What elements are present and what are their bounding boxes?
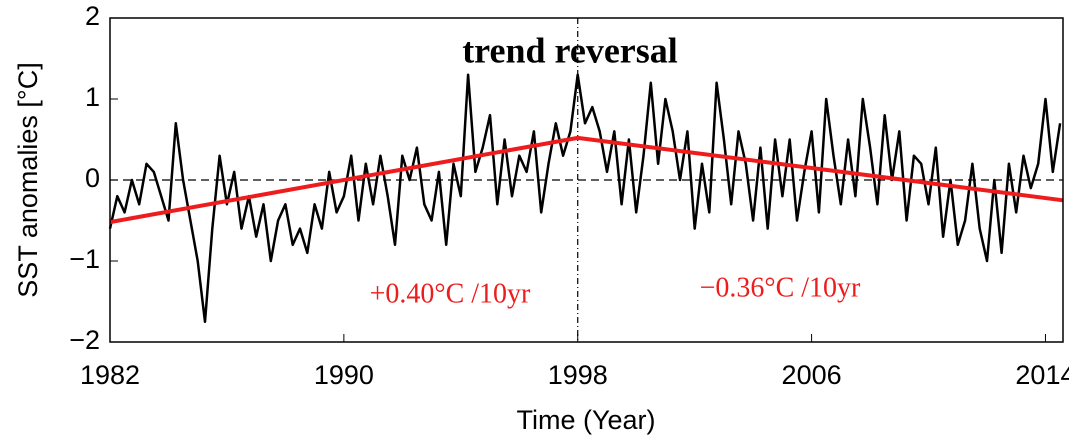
y-tick-label: −1 [69,244,100,274]
x-tick-label: 2014 [1015,360,1069,390]
plot-frame [109,17,1064,343]
annotation: +0.40°C /10yr [370,278,531,309]
annotation: trend reversal [462,30,678,70]
y-tick-label: 1 [85,82,100,112]
y-axis-label: SST anomalies [°C] [13,62,43,297]
trend-line [109,135,1064,225]
x-tick-label: 1982 [80,360,140,390]
y-tick-label: 2 [85,1,100,31]
annotation: −0.36°C /10yr [700,272,861,303]
x-tick-label: 1990 [314,360,374,390]
data-line [108,73,1062,324]
y-tick-label: 0 [85,163,100,193]
x-axis-label: Time (Year) [516,405,655,435]
x-tick-label: 2006 [782,360,842,390]
y-tick-label: −2 [69,325,100,355]
x-tick-label: 1998 [548,360,608,390]
